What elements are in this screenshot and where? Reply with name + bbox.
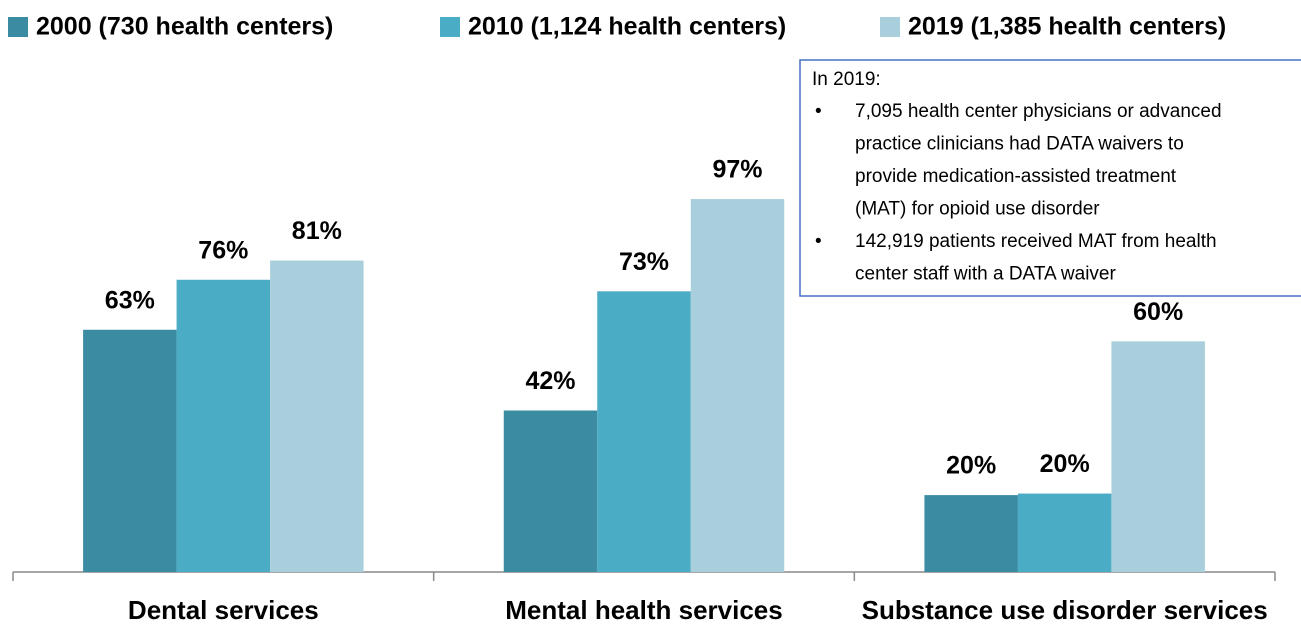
bar xyxy=(503,410,598,572)
annotation-line: (MAT) for opioid use disorder xyxy=(855,199,1100,220)
annotation-line: practice clinicians had DATA waivers to xyxy=(855,134,1184,155)
annotation-line: 142,919 patients received MAT from healt… xyxy=(855,231,1217,252)
bar xyxy=(176,279,271,572)
legend-label: 2019 (1,385 health centers) xyxy=(908,13,1226,41)
data-label: 20% xyxy=(1040,450,1090,478)
legend-swatch xyxy=(440,17,460,37)
annotation-line: provide medication-assisted treatment xyxy=(855,166,1177,187)
x-tick-label: Mental health services xyxy=(505,595,782,625)
annotation-line: center staff with a DATA waiver xyxy=(855,264,1116,285)
annotation-heading: In 2019: xyxy=(812,69,881,90)
legend-swatch xyxy=(880,17,900,37)
bar xyxy=(270,260,364,572)
data-label: 73% xyxy=(619,248,669,276)
legend-label: 2010 (1,124 health centers) xyxy=(468,13,786,41)
bar xyxy=(1017,493,1112,572)
annotation-line: 7,095 health center physicians or advanc… xyxy=(855,101,1222,122)
x-tick-label: Substance use disorder services xyxy=(862,595,1268,625)
bullet-dot: • xyxy=(815,231,822,252)
legend-label: 2000 (730 health centers) xyxy=(36,13,333,41)
data-label: 63% xyxy=(105,286,155,314)
x-tick-label: Dental services xyxy=(128,595,319,625)
bar xyxy=(1111,341,1205,572)
data-label: 97% xyxy=(712,156,762,184)
data-label: 20% xyxy=(946,452,996,480)
bar xyxy=(83,329,177,572)
bar xyxy=(690,199,785,572)
data-label: 42% xyxy=(525,367,575,395)
data-label: 60% xyxy=(1133,298,1183,326)
bar xyxy=(597,291,691,572)
legend-swatch xyxy=(8,17,28,37)
bar xyxy=(924,495,1018,572)
data-label: 81% xyxy=(292,217,342,245)
bullet-dot: • xyxy=(815,101,822,122)
data-label: 76% xyxy=(198,236,248,264)
annotation-box xyxy=(799,59,1301,297)
